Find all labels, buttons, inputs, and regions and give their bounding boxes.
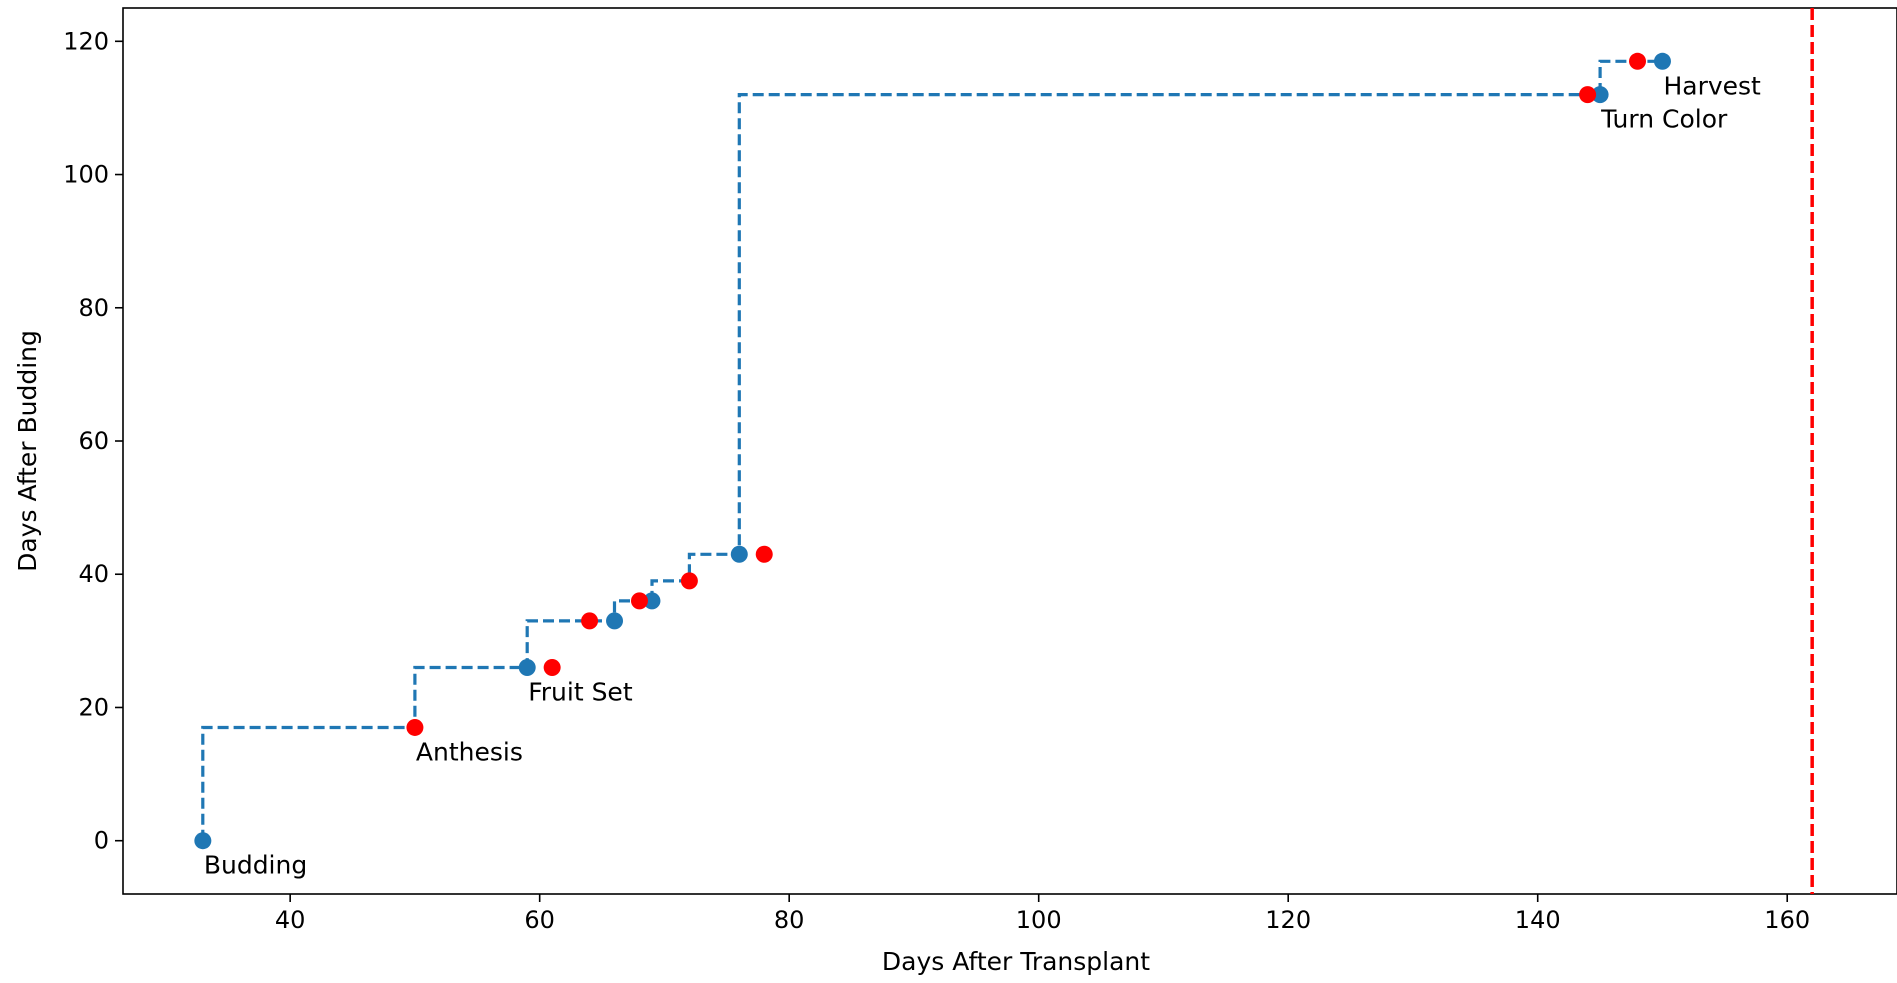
y-tick-label-0: 0 bbox=[94, 827, 109, 855]
annotation-3: Turn Color bbox=[1600, 105, 1728, 134]
x-ticks: 40 60 80 100 120 140 160 bbox=[275, 894, 1810, 934]
data-point-s1-4 bbox=[680, 572, 698, 590]
x-tick-label-3: 100 bbox=[1016, 906, 1062, 934]
y-tick-label-6: 120 bbox=[63, 27, 109, 55]
y-tick-label-1: 20 bbox=[78, 693, 109, 721]
x-tick-label-4: 120 bbox=[1265, 906, 1311, 934]
data-point-s1-3 bbox=[630, 592, 648, 610]
y-ticks: 0 20 40 60 80 100 120 bbox=[63, 27, 123, 855]
data-point-s1-2 bbox=[581, 612, 599, 630]
x-axis-label: Days After Transplant bbox=[882, 947, 1150, 976]
data-point-s0-3 bbox=[643, 592, 661, 610]
data-point-s1-1 bbox=[543, 659, 561, 677]
x-tick-label-0: 40 bbox=[275, 906, 306, 934]
x-tick-label-6: 160 bbox=[1764, 906, 1810, 934]
annotation-1: Anthesis bbox=[416, 737, 523, 766]
x-tick-label-2: 80 bbox=[774, 906, 805, 934]
points-layer bbox=[194, 52, 1671, 850]
plot-frame bbox=[122, 7, 1897, 895]
x-tick-label-1: 60 bbox=[524, 906, 555, 934]
annotation-2: Fruit Set bbox=[528, 678, 633, 707]
data-point-s0-0 bbox=[194, 832, 212, 850]
annotation-0: Budding bbox=[204, 851, 307, 880]
y-tick-label-5: 100 bbox=[63, 161, 109, 189]
data-point-s0-5 bbox=[1591, 86, 1609, 104]
annotation-4: Harvest bbox=[1663, 71, 1761, 100]
y-tick-label-2: 40 bbox=[78, 560, 109, 588]
data-point-s1-6 bbox=[1579, 86, 1597, 104]
x-tick-label-5: 140 bbox=[1515, 906, 1561, 934]
data-point-s1-0 bbox=[406, 718, 424, 736]
data-point-s0-6 bbox=[1653, 52, 1671, 70]
y-tick-label-3: 60 bbox=[78, 427, 109, 455]
annotation-layer: Budding Anthesis Fruit Set Turn Color Harves… bbox=[204, 71, 1761, 879]
data-point-s0-4 bbox=[730, 545, 748, 563]
data-point-s1-7 bbox=[1629, 52, 1647, 70]
y-axis-label: Days After Budding bbox=[13, 330, 42, 572]
data-point-s0-2 bbox=[606, 612, 624, 630]
y-tick-label-4: 80 bbox=[78, 294, 109, 322]
data-point-s1-5 bbox=[755, 545, 773, 563]
data-point-s0-1 bbox=[518, 659, 536, 677]
